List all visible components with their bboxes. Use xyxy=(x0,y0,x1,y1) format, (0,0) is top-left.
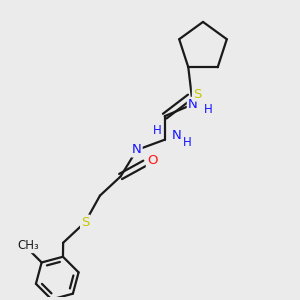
Text: CH₃: CH₃ xyxy=(18,239,40,252)
Text: H: H xyxy=(182,136,191,148)
Text: H: H xyxy=(204,103,212,116)
Text: H: H xyxy=(153,124,162,137)
Text: O: O xyxy=(147,154,157,167)
Text: S: S xyxy=(193,88,201,100)
Text: S: S xyxy=(81,216,89,229)
Text: N: N xyxy=(188,98,198,111)
Text: N: N xyxy=(172,129,182,142)
Text: N: N xyxy=(132,143,142,157)
